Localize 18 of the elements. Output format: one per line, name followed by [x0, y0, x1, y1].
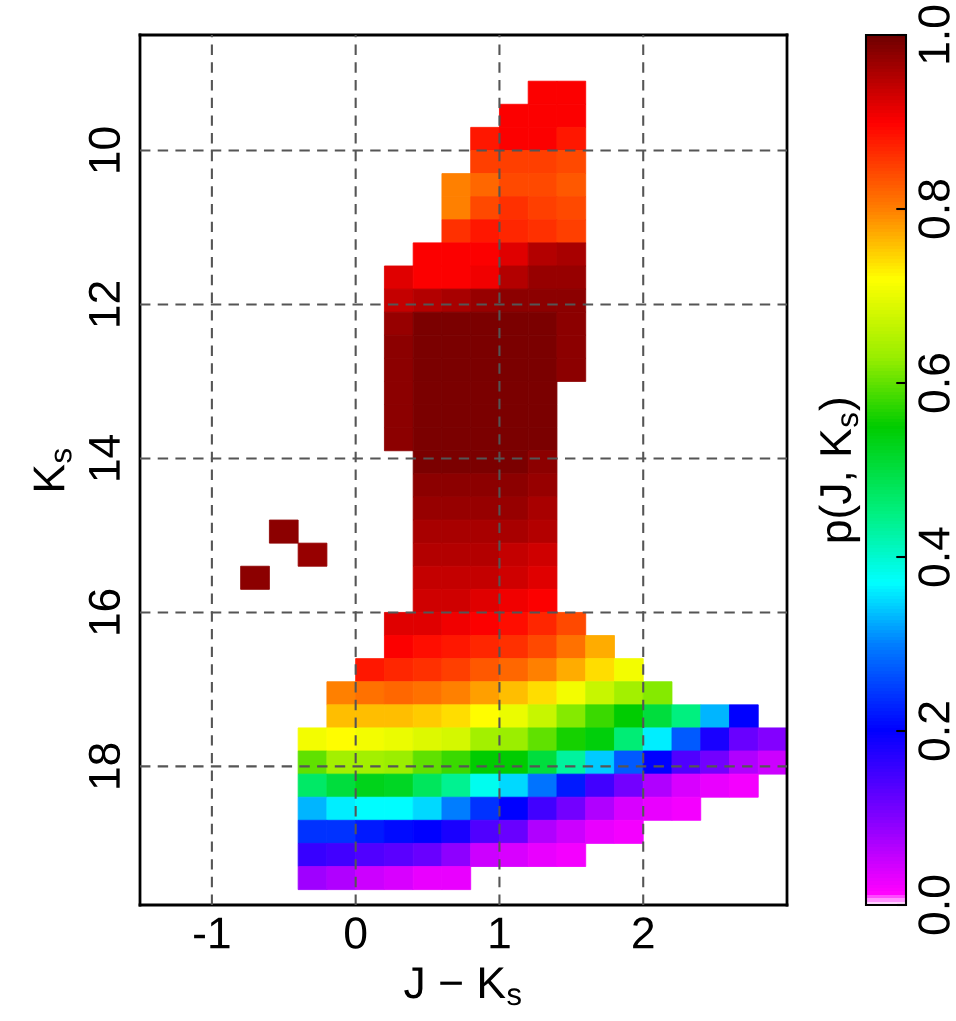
color-bar-label: 0.8 [918, 180, 950, 239]
color-bar-label: 0.0 [918, 875, 950, 935]
color-bar-label: 0.4 [918, 527, 950, 587]
x-tick-label: 1 [490, 917, 510, 949]
color-bar-label: 0.2 [918, 702, 950, 761]
x-tick-label: 0 [345, 917, 367, 949]
y-tick-label: 12 [88, 281, 120, 326]
x-tick-label: 2 [633, 917, 654, 949]
y-axis-title: K$_{s}$ [33, 449, 72, 490]
color-bar-label: 0.6 [918, 354, 950, 413]
x-tick-label: -1 [194, 917, 230, 949]
y-tick-label: 18 [88, 743, 121, 788]
x-axis-title: J − K$_{s}$ [404, 967, 521, 1006]
color-bar-label: 1.0 [918, 5, 950, 63]
y-tick-label: 14 [89, 435, 120, 480]
y-tick-label: 16 [88, 589, 121, 634]
color-bar-title: p(J, K$_{s}$) [818, 398, 861, 542]
y-tick-label: 10 [88, 127, 121, 172]
